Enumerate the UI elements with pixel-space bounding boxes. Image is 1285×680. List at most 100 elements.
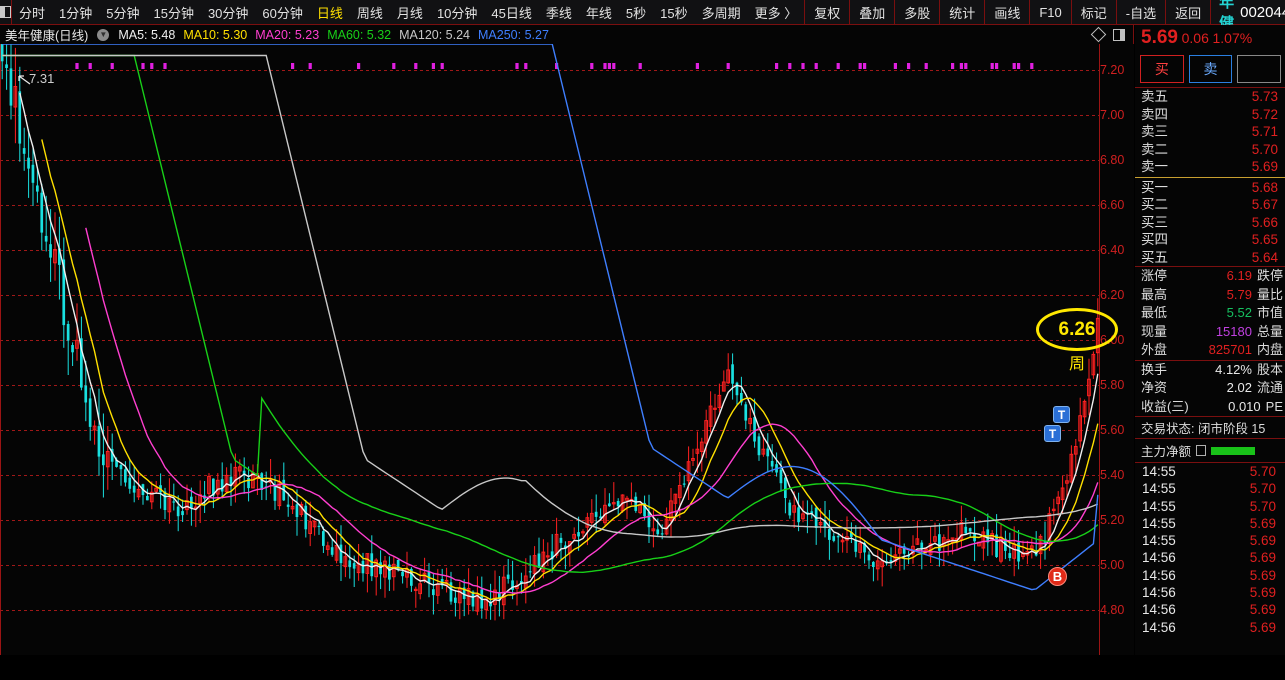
timeframe-14[interactable]: 15秒 xyxy=(660,5,688,21)
book-level-price: 5.73 xyxy=(1251,89,1278,104)
book-row[interactable]: 卖一 5.69 xyxy=(1135,158,1285,176)
sell-button[interactable]: 卖 xyxy=(1188,55,1233,83)
toolbar-action-4[interactable]: 画线 xyxy=(984,0,1029,24)
timeframe-0[interactable]: 分时 xyxy=(19,5,46,21)
candlestick-svg xyxy=(0,44,1134,655)
stat-label-2: 跌停 xyxy=(1256,268,1283,283)
book-row[interactable]: 买二 5.67 xyxy=(1135,196,1285,214)
stats-divider-2 xyxy=(1135,359,1285,361)
tick-list[interactable]: 14:55 5.70 14:55 5.70 14:55 5.70 14:55 5.69 14:5… xyxy=(1135,462,1285,636)
toolbar-stock-info[interactable]: 美年健康 002044 R5 xyxy=(1210,0,1285,53)
price-plot[interactable] xyxy=(0,44,1134,655)
timeframe-9[interactable]: 10分钟 xyxy=(436,5,478,21)
book-level-label: 卖五 xyxy=(1141,89,1168,104)
book-row[interactable]: 卖五 5.73 xyxy=(1135,88,1285,106)
extra-button[interactable] xyxy=(1237,55,1282,83)
timeframe-11[interactable]: 季线 xyxy=(545,5,572,21)
toolbar-actions: 复权 叠加 多股 统计 画线 F10 标记 -自选 返回 xyxy=(804,0,1210,24)
ma-values: MA5: 5.48 MA10: 5.30 MA20: 5.23 MA60: 5.32 M… xyxy=(118,28,557,42)
top-tick-markers xyxy=(75,63,1034,69)
tick-row[interactable]: 14:56 5.69 xyxy=(1135,584,1285,601)
stat-label-2: 总量 xyxy=(1256,323,1283,339)
timeframe-7[interactable]: 周线 xyxy=(356,5,383,21)
stat-label-2: PE xyxy=(1265,398,1283,414)
book-row[interactable]: 卖二 5.70 xyxy=(1135,141,1285,159)
timeframe-6[interactable]: 日线 xyxy=(316,5,343,21)
week-label: 周 xyxy=(1069,356,1086,373)
t-marker-1[interactable]: T xyxy=(1053,406,1070,423)
ask-book: 卖五 5.73 卖四 5.72 卖三 5.71 卖二 5.70 卖一 5.69 xyxy=(1135,87,1285,176)
ma-value-2: MA20: 5.23 xyxy=(255,27,320,42)
ma-value-1: MA10: 5.30 xyxy=(183,27,248,42)
stat-value: 5.79 xyxy=(1226,286,1252,302)
tick-time: 14:55 xyxy=(1142,481,1176,497)
tick-row[interactable]: 14:56 5.69 xyxy=(1135,601,1285,618)
tick-row[interactable]: 14:55 5.70 xyxy=(1135,463,1285,480)
tick-row[interactable]: 14:56 5.69 xyxy=(1135,549,1285,566)
ma-value-0: MA5: 5.48 xyxy=(118,27,176,42)
toolbar-action-1[interactable]: 叠加 xyxy=(849,0,894,24)
toolbar-action-5[interactable]: F10 xyxy=(1029,0,1070,24)
stat-label-2: 流通 xyxy=(1256,380,1283,395)
main-netflow[interactable]: 主力净额 xyxy=(1135,438,1285,462)
quote-panel: 5.69 0.06 1.07% 买 卖 卖五 5.73 卖四 5.72 卖三 5.71 卖二… xyxy=(1135,25,1285,655)
diamond-icon[interactable] xyxy=(1090,26,1107,43)
timeframe-4[interactable]: 30分钟 xyxy=(207,5,249,21)
timeframe-13[interactable]: 5秒 xyxy=(625,5,647,21)
tick-row[interactable]: 14:56 5.69 xyxy=(1135,567,1285,584)
timeframe-12[interactable]: 年线 xyxy=(585,5,612,21)
tick-row[interactable]: 14:56 5.69 xyxy=(1135,619,1285,636)
tick-row[interactable]: 14:55 5.70 xyxy=(1135,480,1285,497)
stat-label-2: 市值 xyxy=(1256,305,1283,320)
stat-label: 最低 xyxy=(1141,305,1168,320)
tick-row[interactable]: 14:55 5.70 xyxy=(1135,498,1285,515)
book-row[interactable]: 卖三 5.71 xyxy=(1135,123,1285,141)
toolbar-action-0[interactable]: 复权 xyxy=(804,0,849,24)
y-tick-1: 7.00 xyxy=(1100,108,1125,122)
timeframe-2[interactable]: 5分钟 xyxy=(106,5,140,21)
timeframe-10[interactable]: 45日线 xyxy=(491,5,532,21)
ma-line-MA250 xyxy=(2,44,1099,591)
panel-icon[interactable] xyxy=(0,0,12,24)
tick-row[interactable]: 14:55 5.69 xyxy=(1135,532,1285,549)
book-row[interactable]: 卖四 5.72 xyxy=(1135,106,1285,124)
ma-line-MA120 xyxy=(2,54,1099,538)
toolbar-action-2[interactable]: 多股 xyxy=(894,0,939,24)
top-toolbar: 分时 1分钟 5分钟 15分钟 30分钟 60分钟 日线 周线 月线 10分钟 45日线 季线 年线 5秒… xyxy=(0,0,1285,53)
book-row[interactable]: 买四 5.65 xyxy=(1135,231,1285,249)
stat-value: 825701 xyxy=(1208,342,1252,357)
ma-header: 美年健康(日线) ▼ MA5: 5.48 MA10: 5.30 MA20: 5.23… xyxy=(0,25,1134,44)
ma-line-MA20 xyxy=(85,227,1099,594)
book-level-label: 卖四 xyxy=(1141,106,1168,122)
timeframe-16[interactable]: 更多 〉 xyxy=(754,5,798,21)
toolbar-action-8[interactable]: 返回 xyxy=(1165,0,1210,24)
stat-label-2: 内盘 xyxy=(1256,342,1283,357)
timeframe-5[interactable]: 60分钟 xyxy=(262,5,303,21)
t-marker-2[interactable]: T xyxy=(1044,425,1061,442)
book-row[interactable]: 买三 5.66 xyxy=(1135,214,1285,232)
y-tick-5: 6.20 xyxy=(1100,288,1125,302)
book-level-price: 5.64 xyxy=(1251,249,1278,265)
timeframe-1[interactable]: 1分钟 xyxy=(59,5,93,21)
list-icon[interactable] xyxy=(1196,445,1207,456)
chevron-down-icon[interactable]: ▼ xyxy=(97,28,110,41)
book-row[interactable]: 买五 5.64 xyxy=(1135,249,1285,267)
buy-button[interactable]: 买 xyxy=(1140,55,1184,83)
toolbar-action-3[interactable]: 统计 xyxy=(939,0,984,24)
timeframe-15[interactable]: 多周期 xyxy=(701,5,741,21)
chart-area[interactable]: 美年健康(日线) ▼ MA5: 5.48 MA10: 5.30 MA20: 5.23… xyxy=(0,25,1134,655)
book-level-label: 买三 xyxy=(1141,214,1168,230)
toolbar-action-7[interactable]: -自选 xyxy=(1115,0,1165,24)
stat-label: 现量 xyxy=(1141,323,1168,339)
y-tick-8: 5.60 xyxy=(1100,423,1125,437)
book-row[interactable]: 买一 5.68 xyxy=(1135,179,1285,197)
y-tick-3: 6.60 xyxy=(1100,198,1125,212)
b-marker[interactable]: B xyxy=(1048,567,1067,586)
panel-toggle-icon[interactable] xyxy=(1113,28,1125,41)
tick-row[interactable]: 14:55 5.69 xyxy=(1135,515,1285,532)
toolbar-action-6[interactable]: 标记 xyxy=(1070,0,1116,24)
timeframe-3[interactable]: 15分钟 xyxy=(153,5,194,21)
timeframe-8[interactable]: 月线 xyxy=(396,5,423,21)
ma-value-3: MA60: 5.32 xyxy=(327,27,392,42)
y-tick-0: 7.20 xyxy=(1100,63,1125,77)
